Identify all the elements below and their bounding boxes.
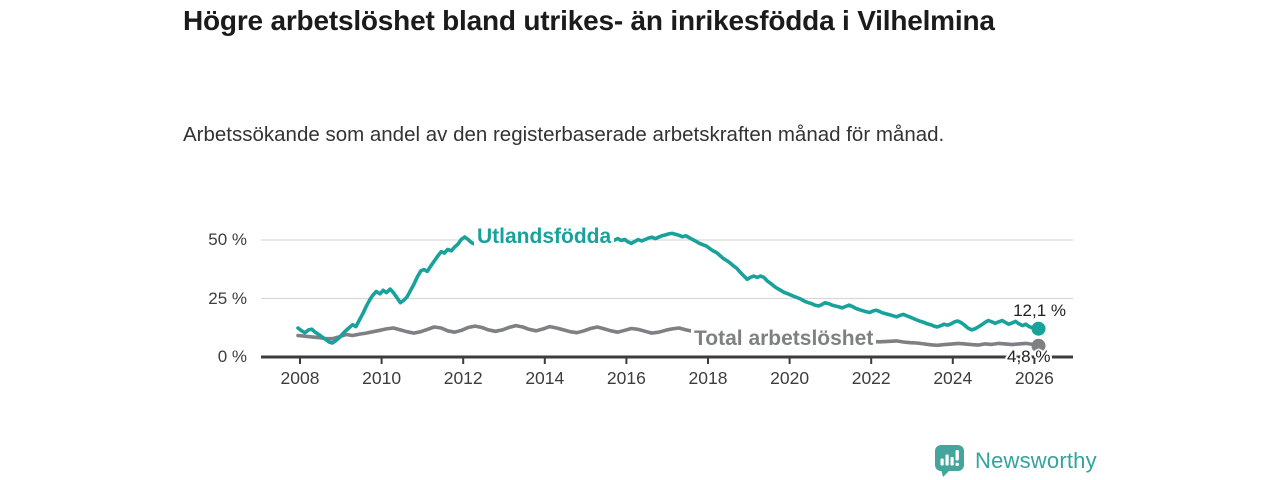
series-end-dot-total <box>1031 338 1046 353</box>
series-label-total-arbetsloshet: Total arbetslöshet <box>691 326 877 352</box>
x-axis-label: 2016 <box>606 368 646 388</box>
series-line-utlandsfodda <box>296 231 1041 345</box>
series-line-total <box>296 323 1041 348</box>
y-axis-label: 0 % <box>217 347 247 366</box>
x-axis-label: 2008 <box>280 368 320 388</box>
y-axis-label: 50 % <box>208 230 247 249</box>
x-axis-label: 2010 <box>362 368 402 388</box>
x-axis-label: 2020 <box>770 368 810 388</box>
x-axis-label: 2024 <box>933 368 973 388</box>
x-axis-label: 2026 <box>1014 368 1054 388</box>
bar-chart-speech-bubble-icon <box>935 445 964 477</box>
x-axis-label: 2012 <box>443 368 483 388</box>
newsworthy-wordmark: Newsworthy <box>975 448 1097 473</box>
x-axis-label: 2018 <box>688 368 728 388</box>
chart-subtitle: Arbetssökande som andel av den registerb… <box>183 123 945 146</box>
end-value-utlandsfodda: 12,1 % <box>1013 301 1066 320</box>
chart-title: Högre arbetslöshet bland utrikes- än inr… <box>183 5 995 36</box>
series-label-utlandsfodda: Utlandsfödda <box>474 224 615 250</box>
end-value-total-arbetsloshet: 4,8 % <box>1007 347 1051 366</box>
x-axis-label: 2014 <box>525 368 565 388</box>
y-axis-label: 25 % <box>208 288 247 308</box>
newsworthy-logo[interactable]: Newsworthy <box>934 444 1097 478</box>
x-axis-label: 2022 <box>851 368 891 388</box>
series-end-dot-utlandsfodda <box>1031 321 1046 336</box>
